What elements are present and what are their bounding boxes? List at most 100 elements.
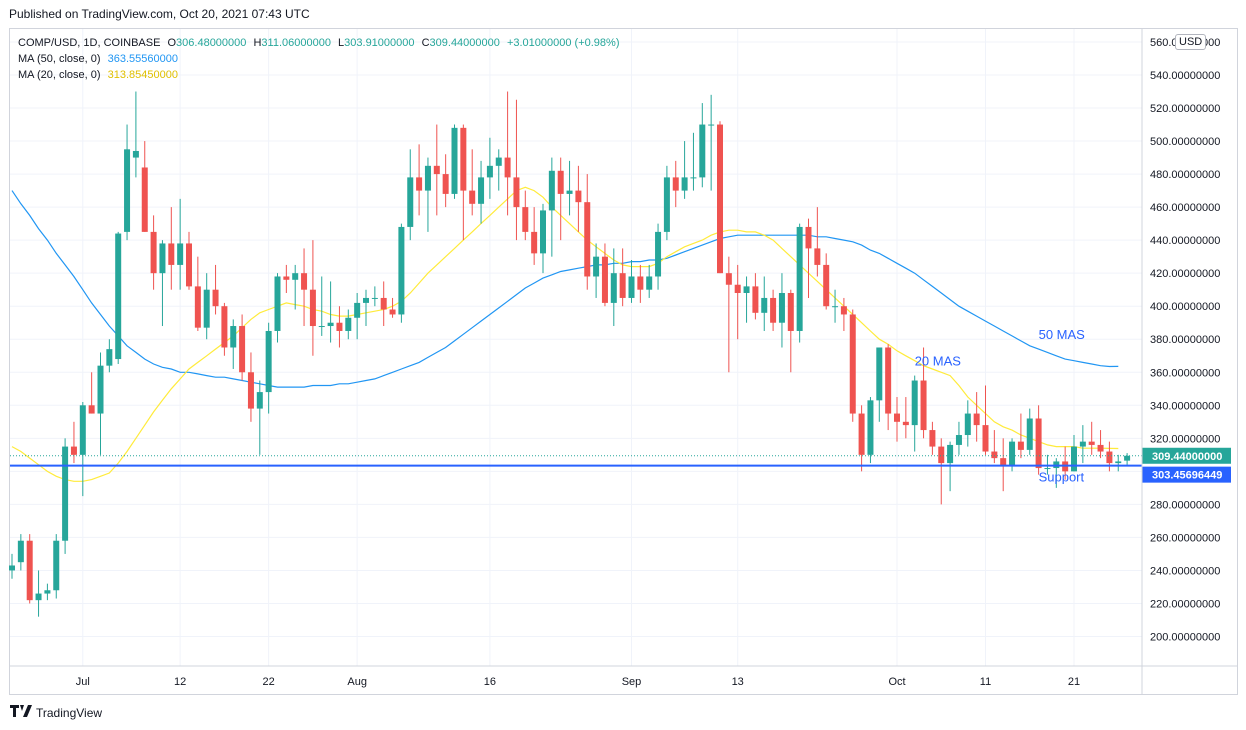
candle[interactable] [44, 583, 51, 601]
candle[interactable] [929, 421, 936, 455]
candle[interactable] [796, 223, 803, 343]
candle[interactable] [840, 297, 847, 331]
candle[interactable] [159, 240, 166, 327]
candle[interactable] [690, 132, 697, 191]
candle[interactable] [920, 347, 927, 439]
candle[interactable] [823, 253, 830, 310]
candle[interactable] [88, 372, 95, 414]
candle[interactable] [239, 314, 246, 381]
candle[interactable] [663, 165, 670, 241]
candle[interactable] [168, 207, 175, 290]
candle[interactable] [531, 207, 538, 265]
candle[interactable] [540, 203, 546, 274]
candle[interactable] [407, 149, 414, 241]
candle[interactable] [221, 302, 228, 356]
candle[interactable] [460, 124, 467, 241]
candle[interactable] [672, 160, 679, 208]
candle[interactable] [725, 256, 732, 373]
candle[interactable] [17, 534, 24, 571]
candle[interactable] [1079, 425, 1086, 464]
candle[interactable] [256, 380, 263, 455]
candle[interactable] [867, 397, 874, 464]
candle[interactable] [194, 256, 201, 331]
candle[interactable] [97, 352, 104, 455]
candle[interactable] [106, 339, 113, 373]
candle[interactable] [301, 248, 308, 327]
candle[interactable] [548, 157, 555, 257]
candle[interactable] [522, 190, 529, 241]
candle[interactable] [309, 240, 316, 356]
candle[interactable] [389, 297, 396, 318]
candle[interactable] [743, 276, 750, 323]
candle[interactable] [486, 137, 493, 199]
candle[interactable] [681, 141, 688, 199]
candle[interactable] [885, 344, 892, 431]
candle[interactable] [876, 347, 883, 422]
candle[interactable] [1026, 408, 1033, 455]
candle[interactable] [1097, 430, 1104, 459]
candle[interactable] [787, 289, 794, 373]
footer-brand[interactable]: TradingView [10, 705, 102, 720]
candle[interactable] [761, 276, 768, 331]
candle[interactable] [318, 276, 325, 336]
candle[interactable] [655, 223, 662, 290]
candle[interactable] [566, 160, 573, 216]
candle[interactable] [955, 421, 962, 455]
candle[interactable] [371, 286, 378, 307]
candle[interactable] [610, 248, 617, 327]
candle[interactable] [778, 273, 785, 348]
candle[interactable] [805, 218, 812, 298]
candle[interactable] [575, 165, 582, 232]
candle[interactable] [398, 223, 405, 323]
candle[interactable] [292, 264, 299, 310]
candle[interactable] [141, 141, 148, 232]
candle[interactable] [424, 157, 431, 232]
candle[interactable] [593, 243, 600, 298]
candle[interactable] [699, 103, 706, 188]
candle[interactable] [982, 385, 989, 455]
currency-button[interactable]: USD [1175, 34, 1207, 50]
candle[interactable] [938, 438, 945, 505]
candle[interactable] [150, 215, 157, 290]
candle[interactable] [442, 154, 449, 208]
candle[interactable] [584, 174, 591, 290]
candle[interactable] [973, 392, 980, 442]
candle[interactable] [513, 99, 520, 241]
candle[interactable] [469, 149, 476, 216]
candle[interactable] [1106, 441, 1113, 472]
candle[interactable] [274, 273, 281, 343]
candle[interactable] [504, 91, 511, 216]
candle[interactable] [327, 281, 334, 343]
candle[interactable] [1115, 454, 1122, 472]
candle[interactable] [601, 243, 608, 307]
candle[interactable] [132, 91, 139, 178]
candle[interactable] [433, 124, 440, 216]
candle[interactable] [203, 273, 210, 340]
candle[interactable] [495, 149, 502, 191]
candle[interactable] [265, 322, 272, 414]
candle[interactable] [858, 405, 865, 472]
candle[interactable] [53, 534, 60, 599]
candle[interactable] [628, 259, 635, 303]
candle[interactable] [752, 273, 759, 320]
candle[interactable] [35, 570, 42, 617]
candle[interactable] [619, 248, 626, 307]
candle[interactable] [734, 264, 741, 340]
candle[interactable] [283, 264, 290, 293]
candle[interactable] [1017, 413, 1024, 459]
candle[interactable] [894, 397, 900, 442]
candle[interactable] [212, 264, 219, 315]
candle[interactable] [1124, 453, 1131, 465]
candle[interactable] [345, 309, 352, 340]
candle[interactable] [9, 553, 15, 579]
candle[interactable] [70, 421, 77, 464]
candle[interactable] [79, 401, 86, 497]
candle[interactable] [708, 94, 715, 191]
candle[interactable] [557, 157, 564, 241]
candle[interactable] [832, 289, 839, 323]
candle[interactable] [115, 231, 122, 365]
candle[interactable] [354, 292, 361, 340]
candle[interactable] [646, 264, 653, 298]
candle[interactable] [1035, 405, 1042, 475]
